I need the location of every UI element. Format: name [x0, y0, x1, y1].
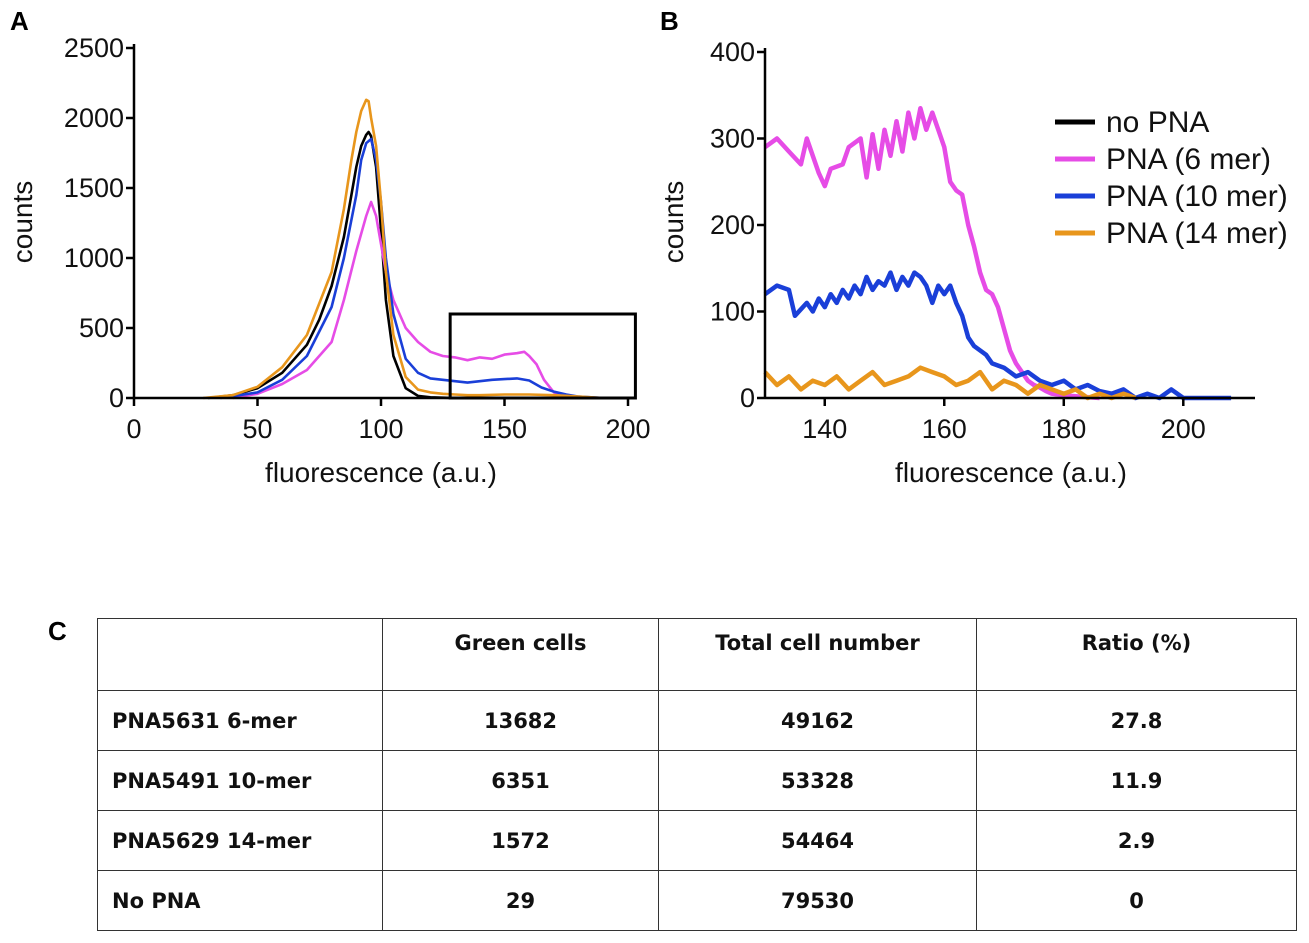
table-header-green-cells: Green cells: [382, 618, 659, 691]
x-tick-label: 200: [605, 414, 650, 444]
total-cells-value: 53328: [658, 750, 977, 811]
series-line-pna-14-mer: [763, 365, 1137, 401]
chart-a-x-label: fluorescence (a.u.): [265, 457, 497, 488]
table-header-blank: [97, 618, 383, 691]
y-tick-label: 0: [109, 383, 124, 413]
y-tick-label: 1500: [64, 173, 124, 203]
panel-label-c: C: [48, 616, 67, 646]
chart-b-legend: no PNA PNA (6 mer) PNA (10 mer) PNA (14 mer…: [1055, 106, 1288, 250]
y-tick-label: 400: [710, 37, 755, 67]
x-tick-label: 0: [126, 414, 141, 444]
chart-b-ticks: 0 100 200 300 400 140 160 180 200: [710, 37, 1206, 444]
row-label: PNA5491 10-mer: [97, 750, 383, 811]
x-tick-label: 100: [358, 414, 403, 444]
legend-label-pna-6-mer: PNA (6 mer): [1106, 143, 1271, 176]
table-header-total-cells: Total cell number: [658, 618, 977, 691]
y-tick-label: 200: [710, 210, 755, 240]
series-line-pna-10-mer: [220, 137, 628, 400]
chart-a-ticks: 0 500 1000 1500 2000 2500 0 50 100 150 200: [64, 33, 651, 444]
series-line-pna-10-mer: [763, 270, 1232, 401]
x-tick-label: 150: [482, 414, 527, 444]
series-line-pna-6-mer: [763, 105, 1100, 401]
chart-b: 0 100 200 300 400 140 160 180 200 fluorescence (…: [658, 37, 1288, 488]
panel-label-b: B: [660, 6, 679, 36]
y-tick-label: 2000: [64, 103, 124, 133]
y-tick-label: 2500: [64, 33, 124, 63]
chart-a: 0 500 1000 1500 2000 2500 0 50 100 150 200 fluores…: [7, 33, 651, 488]
ratio-value: 0: [976, 870, 1297, 931]
chart-b-x-label: fluorescence (a.u.): [895, 457, 1127, 488]
results-table: Green cells Total cell number Ratio (%) …: [97, 618, 1297, 931]
total-cells-value: 79530: [658, 870, 977, 931]
row-label: PNA5629 14-mer: [97, 810, 383, 871]
row-label: PNA5631 6-mer: [97, 690, 383, 751]
x-tick-label: 180: [1041, 414, 1086, 444]
legend-label-no-pna: no PNA: [1106, 106, 1209, 139]
x-tick-label: 140: [802, 414, 847, 444]
green-cells-value: 1572: [382, 810, 659, 871]
chart-a-zoom-box: [448, 312, 637, 400]
green-cells-value: 13682: [382, 690, 659, 751]
chart-b-series: [763, 105, 1232, 401]
table-header-ratio: Ratio (%): [976, 618, 1297, 691]
green-cells-value: 29: [382, 870, 659, 931]
x-tick-label: 50: [242, 414, 272, 444]
y-tick-label: 100: [710, 297, 755, 327]
table-row: No PNA 29 79530 0: [97, 870, 1297, 931]
ratio-value: 11.9: [976, 750, 1297, 811]
panel-label-a: A: [10, 6, 29, 36]
x-tick-label: 160: [922, 414, 967, 444]
legend-label-pna-10-mer: PNA (10 mer): [1106, 180, 1288, 213]
chart-b-y-label: counts: [658, 181, 689, 264]
ratio-value: 2.9: [976, 810, 1297, 871]
total-cells-value: 49162: [658, 690, 977, 751]
total-cells-value: 54464: [658, 810, 977, 871]
chart-a-y-label: counts: [7, 181, 38, 264]
row-label: No PNA: [97, 870, 383, 931]
y-tick-label: 500: [79, 313, 124, 343]
series-line-pna-6-mer: [232, 200, 579, 400]
series-line-pna-14-mer: [203, 98, 604, 400]
ratio-value: 27.8: [976, 690, 1297, 751]
table-row: PNA5629 14-mer 1572 54464 2.9: [97, 810, 1297, 871]
y-tick-label: 300: [710, 124, 755, 154]
table-header-row: Green cells Total cell number Ratio (%): [97, 618, 1297, 691]
x-tick-label: 200: [1161, 414, 1206, 444]
chart-a-series: [203, 98, 628, 400]
y-tick-label: 0: [740, 383, 755, 413]
green-cells-value: 6351: [382, 750, 659, 811]
legend-label-pna-14-mer: PNA (14 mer): [1106, 217, 1288, 250]
table-row: PNA5491 10-mer 6351 53328 11.9: [97, 750, 1297, 811]
table-row: PNA5631 6-mer 13682 49162 27.8: [97, 690, 1297, 751]
y-tick-label: 1000: [64, 243, 124, 273]
